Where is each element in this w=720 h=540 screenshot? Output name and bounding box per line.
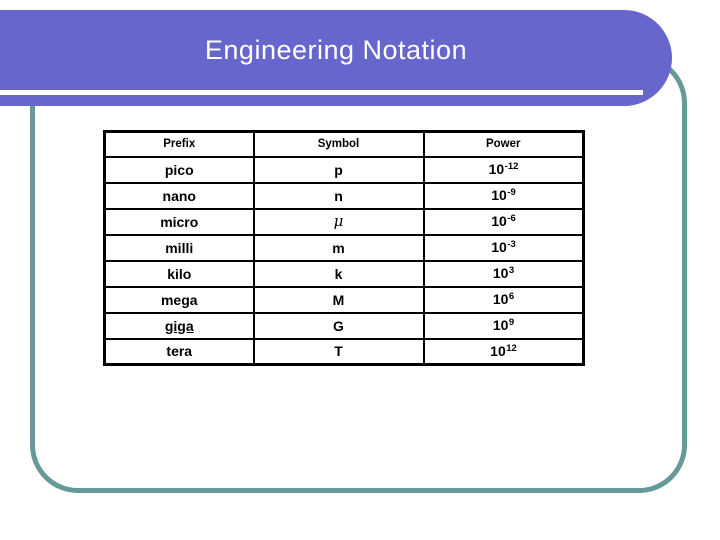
cell-symbol: p bbox=[252, 155, 425, 184]
power-exponent: 9 bbox=[508, 317, 515, 329]
power-exponent: -9 bbox=[507, 187, 516, 199]
cell-symbol-mu: μ bbox=[252, 207, 425, 236]
power-exponent: 12 bbox=[506, 343, 517, 354]
cell-power: 106 bbox=[422, 285, 585, 314]
slide-title: Engineering Notation bbox=[204, 34, 468, 65]
header-cell-prefix: Prefix bbox=[103, 130, 255, 158]
cell-power: 10-12 bbox=[422, 155, 585, 184]
table-row-tera: tera T 1012 bbox=[103, 337, 585, 366]
table-row-milli: milli m 10-3 bbox=[103, 233, 585, 262]
power-base: 10 bbox=[492, 291, 509, 308]
table-row-nano: nano n 10-9 bbox=[103, 181, 585, 210]
cell-prefix: pico bbox=[103, 155, 255, 184]
cell-power: 109 bbox=[422, 311, 585, 340]
power-base: 10 bbox=[488, 161, 505, 178]
table-row-giga: giga G 109 bbox=[103, 311, 585, 340]
power-exponent: -6 bbox=[507, 213, 516, 225]
power-exponent: 3 bbox=[508, 265, 515, 277]
power-base: 10 bbox=[491, 213, 507, 230]
table-header-row: Prefix Symbol Power bbox=[103, 130, 585, 158]
power-base: 10 bbox=[490, 343, 506, 359]
cell-prefix: micro bbox=[103, 207, 255, 236]
cell-symbol: G bbox=[252, 311, 425, 340]
table-row-kilo: kilo k 103 bbox=[103, 259, 585, 288]
cell-power: 10-3 bbox=[422, 233, 585, 262]
cell-power: 10-9 bbox=[422, 181, 585, 210]
cell-symbol: n bbox=[252, 181, 425, 210]
prefix-table: Prefix Symbol Power pico p 10-12 nano n … bbox=[103, 130, 585, 366]
cell-symbol: k bbox=[252, 259, 425, 288]
cell-prefix: nano bbox=[103, 181, 255, 210]
power-exponent: -12 bbox=[504, 161, 519, 173]
cell-symbol: M bbox=[252, 285, 425, 314]
power-base: 10 bbox=[491, 239, 507, 256]
banner-underline bbox=[0, 90, 643, 95]
cell-prefix: mega bbox=[103, 285, 255, 314]
cell-symbol: T bbox=[252, 337, 425, 366]
power-exponent: 6 bbox=[508, 291, 515, 303]
cell-power: 103 bbox=[422, 259, 585, 288]
table-row-pico: pico p 10-12 bbox=[103, 155, 585, 184]
power-exponent: -3 bbox=[507, 239, 516, 251]
cell-prefix: milli bbox=[103, 233, 255, 262]
table-row-micro: micro μ 10-6 bbox=[103, 207, 585, 236]
power-base: 10 bbox=[492, 317, 509, 334]
cell-prefix: kilo bbox=[103, 259, 255, 288]
header-cell-power: Power bbox=[422, 130, 585, 158]
cell-power: 10-6 bbox=[422, 207, 585, 236]
title-banner: Engineering Notation bbox=[0, 10, 672, 106]
power-base: 10 bbox=[492, 265, 509, 282]
header-cell-symbol: Symbol bbox=[252, 130, 425, 158]
table-row-mega: mega M 106 bbox=[103, 285, 585, 314]
cell-power: 1012 bbox=[422, 337, 585, 366]
cell-symbol: m bbox=[252, 233, 425, 262]
power-base: 10 bbox=[491, 187, 507, 204]
cell-prefix: giga bbox=[103, 311, 255, 340]
cell-prefix: tera bbox=[103, 337, 255, 366]
